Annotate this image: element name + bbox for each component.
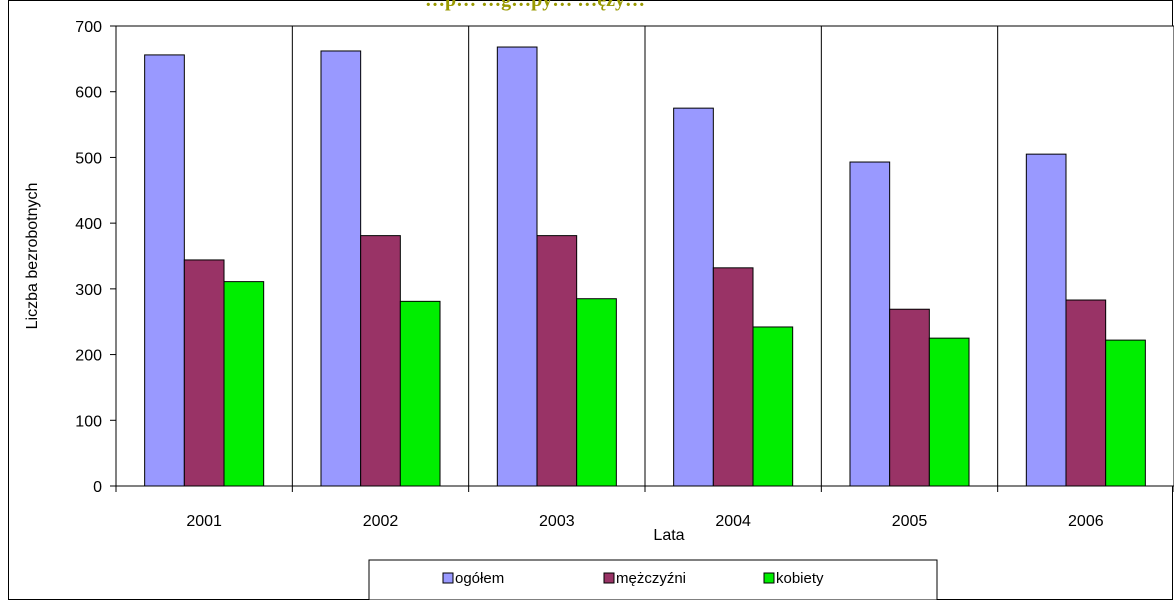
bar-mężczyźni-2004 [712, 267, 754, 487]
bars [144, 46, 1146, 487]
bar-kobiety-2006 [1105, 339, 1146, 487]
y-tick-label: 100 [75, 413, 102, 430]
bar-ogółem-2004 [673, 107, 714, 487]
legend: ogółem mężczyźni kobiety [368, 559, 938, 600]
bar-ogółem-2006 [1025, 153, 1067, 487]
x-tick-label: 2005 [892, 513, 928, 530]
bar-ogółem-2003 [496, 46, 538, 487]
bar-kobiety-2002 [399, 300, 441, 487]
bar-kobiety-2005 [928, 337, 970, 487]
legend-box [368, 559, 938, 600]
bar-ogółem-2001 [144, 54, 185, 487]
x-tick-label: 2002 [363, 513, 399, 530]
y-tick-label: 500 [75, 150, 102, 167]
bar-mężczyźni-2006 [1065, 299, 1107, 487]
category-gridlines [291, 26, 999, 486]
y-tick-label: 300 [75, 282, 102, 299]
y-tick-label: 400 [75, 216, 102, 233]
x-axis: 2001 2002 2003 2004 2005 2006 [115, 485, 1174, 530]
bar-mężczyźni-2001 [183, 259, 225, 487]
legend-swatch-ogółem [442, 572, 454, 584]
bar-kobiety-2003 [576, 298, 617, 487]
bar-ogółem-2002 [320, 50, 362, 487]
bar-mężczyźni-2002 [360, 235, 401, 487]
legend-label-ogółem: ogółem [455, 570, 504, 587]
bar-mężczyźni-2003 [536, 235, 578, 487]
bar-kobiety-2001 [223, 281, 265, 487]
bar-ogółem-2005 [849, 161, 891, 487]
x-tick-label: 2001 [186, 513, 222, 530]
x-tick-label: 2006 [1068, 513, 1104, 530]
y-tick-label: 0 [93, 479, 102, 496]
bar-mężczyźni-2005 [889, 308, 930, 487]
chart-title: …p… …g…py… …ęży… [425, 0, 645, 11]
y-axis-title: Liczba bezrobotnych [24, 183, 41, 330]
y-tick-label: 200 [75, 348, 102, 365]
x-axis-title: Lata [653, 527, 684, 544]
x-tick-label: 2004 [715, 513, 751, 530]
y-axis: 0 100 200 300 400 500 600 700 [75, 19, 117, 496]
legend-swatch-kobiety [763, 572, 775, 584]
bar-kobiety-2004 [752, 326, 794, 487]
x-tick-label: 2003 [539, 513, 575, 530]
legend-label-kobiety: kobiety [776, 570, 824, 587]
y-tick-label: 700 [75, 19, 102, 36]
y-tick-label: 600 [75, 85, 102, 102]
legend-label-mężczyźni: mężczyźni [616, 570, 686, 587]
legend-swatch-mężczyźni [603, 572, 615, 584]
